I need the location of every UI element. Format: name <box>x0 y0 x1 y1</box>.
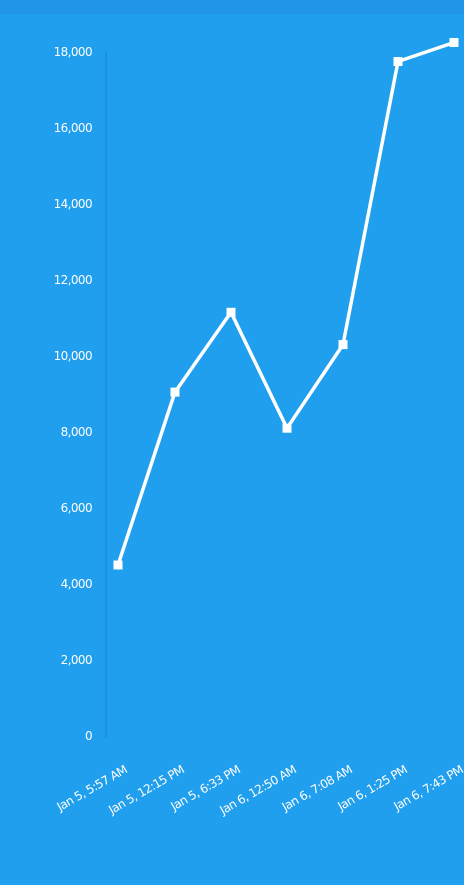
top-strip <box>0 0 464 14</box>
data-point <box>226 307 236 317</box>
y-tick-labels: 0 2,000 4,000 6,000 8,000 10,000 12,000 14,000 1… <box>54 45 93 743</box>
data-point <box>170 387 180 397</box>
y-tick-label: 10,000 <box>54 349 92 363</box>
y-tick-label: 8,000 <box>61 425 92 439</box>
data-point <box>282 423 292 433</box>
series-line <box>116 40 456 567</box>
y-tick-label: 4,000 <box>61 577 92 591</box>
y-tick-label: 18,000 <box>54 45 92 59</box>
y-tick-label: 16,000 <box>54 121 92 135</box>
data-point <box>113 560 123 570</box>
data-point <box>338 340 348 350</box>
data-point <box>393 57 403 66</box>
y-tick-label: 6,000 <box>61 501 92 515</box>
y-tick-label: 12,000 <box>54 273 92 287</box>
series-points <box>113 38 459 570</box>
y-tick-label: 0 <box>85 729 92 743</box>
data-point <box>449 38 459 47</box>
y-tick-label: 14,000 <box>54 197 92 211</box>
y-tick-label: 2,000 <box>61 653 92 667</box>
